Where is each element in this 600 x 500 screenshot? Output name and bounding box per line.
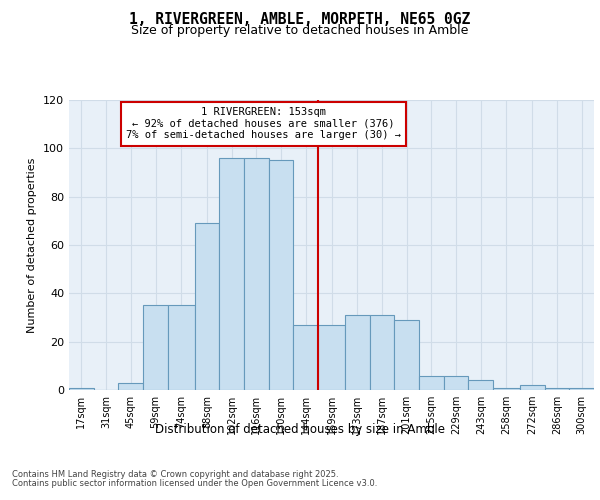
Bar	[493, 388, 520, 390]
Bar	[444, 376, 469, 390]
Bar	[318, 325, 345, 390]
Bar	[419, 376, 444, 390]
Bar	[143, 306, 168, 390]
Bar	[469, 380, 493, 390]
Bar	[545, 388, 569, 390]
Text: Size of property relative to detached houses in Amble: Size of property relative to detached ho…	[131, 24, 469, 37]
Bar	[118, 383, 143, 390]
Bar	[569, 388, 594, 390]
Bar	[520, 385, 545, 390]
Bar	[244, 158, 269, 390]
Bar	[370, 315, 394, 390]
Y-axis label: Number of detached properties: Number of detached properties	[28, 158, 37, 332]
Bar	[345, 315, 370, 390]
Bar	[269, 160, 293, 390]
Bar	[394, 320, 419, 390]
Text: 1, RIVERGREEN, AMBLE, MORPETH, NE65 0GZ: 1, RIVERGREEN, AMBLE, MORPETH, NE65 0GZ	[130, 12, 470, 28]
Bar	[194, 223, 219, 390]
Text: Distribution of detached houses by size in Amble: Distribution of detached houses by size …	[155, 422, 445, 436]
Text: Contains HM Land Registry data © Crown copyright and database right 2025.: Contains HM Land Registry data © Crown c…	[12, 470, 338, 479]
Bar	[168, 306, 194, 390]
Bar	[69, 388, 94, 390]
Bar	[293, 325, 318, 390]
Bar	[219, 158, 244, 390]
Text: 1 RIVERGREEN: 153sqm
← 92% of detached houses are smaller (376)
7% of semi-detac: 1 RIVERGREEN: 153sqm ← 92% of detached h…	[126, 108, 401, 140]
Text: Contains public sector information licensed under the Open Government Licence v3: Contains public sector information licen…	[12, 479, 377, 488]
